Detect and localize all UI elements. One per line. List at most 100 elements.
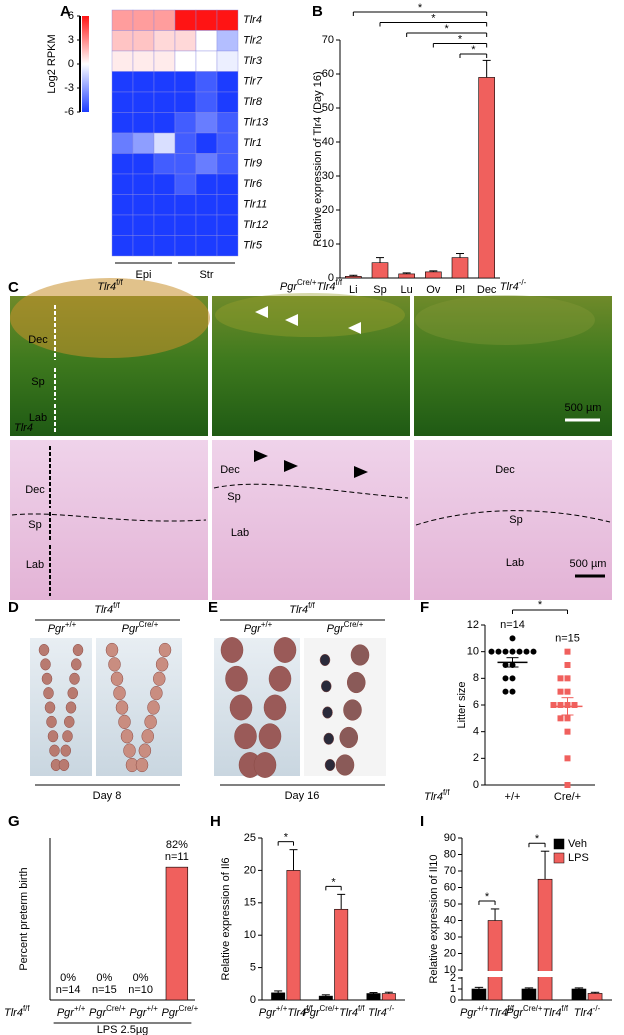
image-label: Sp (509, 514, 522, 526)
significance-label: * (331, 876, 336, 888)
image-label: Dec (495, 464, 515, 476)
bar (334, 908, 349, 1001)
row-label: Tlr7 (243, 76, 263, 88)
panel-letter: G (8, 813, 20, 830)
photo (30, 638, 92, 776)
image-label: Tlr4 (14, 422, 33, 434)
x-tick-label: Pgr+/+Tlr4f/f (460, 1004, 515, 1019)
heatmap-cell (195, 91, 218, 113)
horn-segment (141, 729, 154, 744)
significance-label: * (485, 891, 490, 903)
heatmap-cell (111, 71, 134, 93)
y-tick-label: 10 (467, 646, 479, 658)
heatmap-cell (174, 214, 197, 236)
x-tick-label: Dec (477, 284, 497, 296)
panel-letter: H (210, 813, 221, 830)
image-title: Tlr4-/- (500, 278, 527, 293)
heatmap-cell (174, 112, 197, 134)
significance-label: * (284, 832, 289, 844)
row-label: Tlr4 (243, 14, 262, 26)
horn-segment (343, 699, 362, 721)
x-axis-label-sup: f/f (443, 788, 450, 797)
y-tick-label: 40 (444, 914, 456, 926)
heatmap-cell (111, 235, 134, 257)
x-tick-label-sup: Cre/+ (179, 1004, 199, 1013)
micrographs (10, 278, 612, 600)
heatmap-cell (153, 91, 176, 113)
image-label: Lab (26, 559, 44, 571)
y-tick-label: 80 (444, 848, 456, 860)
horn-segment (38, 644, 50, 656)
panel-letter: C (8, 279, 19, 296)
x-tick-label-part: Pgr (302, 1007, 320, 1019)
x-tick-label: Pgr+/+ (129, 1004, 158, 1019)
heatmap-cell (153, 50, 176, 72)
x-tick-label-sup: -/- (387, 1004, 395, 1013)
y-tick-label: 40 (322, 136, 334, 148)
legend-swatch (553, 852, 565, 864)
heatmap-cell (111, 214, 134, 236)
image-title-part: Tlr4 (97, 281, 116, 293)
horn-segment (69, 672, 80, 685)
y-axis-label: Relative expression of Il6 (220, 858, 232, 981)
heatmap-cell (153, 173, 176, 195)
value-label: 0% (60, 972, 76, 984)
panel-letter: I (420, 813, 424, 830)
data-point (509, 648, 516, 655)
bar (381, 993, 396, 1001)
y-tick-label: 10 (444, 964, 456, 976)
y-tick-label: 90 (444, 832, 456, 844)
photo-title-sup: f/f (308, 601, 315, 610)
photo-label: PgrCre/+ (327, 620, 364, 635)
row-label: Tlr13 (243, 117, 269, 129)
heatmap-cell (174, 235, 197, 257)
bar (571, 988, 587, 1001)
y-axis-label: Relative expression of Tlr4 (Day 16) (312, 71, 324, 246)
x-tick-label: Cre/+ (554, 791, 581, 803)
horn-segment (220, 637, 244, 663)
data-point (564, 688, 571, 695)
horn-segment (41, 672, 53, 685)
bar (478, 77, 495, 279)
data-point (564, 782, 571, 788)
x-tick-label: Pgr+/+ (57, 1004, 86, 1019)
heatmap-cell (153, 30, 176, 52)
image-label: Lab (231, 527, 249, 539)
n-label: n=14 (500, 619, 525, 631)
heatmap-cell (216, 235, 239, 257)
horn-segment (225, 665, 248, 692)
image-region (415, 295, 595, 345)
horn-segment (258, 723, 282, 750)
heatmap-cell (216, 9, 239, 31)
x-tick-label-sup: +/+ (74, 1004, 86, 1013)
x-tick-label: Ov (426, 284, 441, 296)
y-tick-label: 10 (244, 929, 256, 941)
data-point (550, 702, 557, 708)
x-tick-label-sup: Cre/+ (106, 1004, 126, 1013)
heatmap-cell (216, 214, 239, 236)
x-tick-label: Pgr+/+Tlr4f/f (259, 1004, 314, 1019)
horn-segment (339, 726, 358, 749)
x-tick-label-part: Pgr (259, 1007, 277, 1019)
bar (271, 992, 286, 1001)
data-point (530, 648, 537, 655)
n-label: n=15 (555, 633, 580, 645)
horn-segment (49, 744, 60, 757)
x-tick-label-part: Tlr4 (339, 1007, 358, 1019)
horn-segment (319, 654, 331, 666)
data-point (557, 675, 564, 682)
n-label: n=15 (92, 984, 117, 996)
heatmap-cell (174, 173, 197, 195)
photos (30, 619, 386, 786)
panel-letter: F (420, 599, 429, 616)
x-tick-label: Tlr4-/- (574, 1004, 601, 1019)
horn-segment (335, 754, 355, 776)
x-tick-label-sup: f/f (358, 1004, 365, 1013)
heatmap-cell (132, 112, 155, 134)
significance-label: * (431, 12, 436, 24)
column-group-label: Epi (136, 269, 152, 281)
x-tick-label-sup: +/+ (146, 1004, 158, 1013)
heatmap-cell (195, 50, 218, 72)
arrowheads (255, 306, 361, 334)
heatmap-cell (132, 30, 155, 52)
